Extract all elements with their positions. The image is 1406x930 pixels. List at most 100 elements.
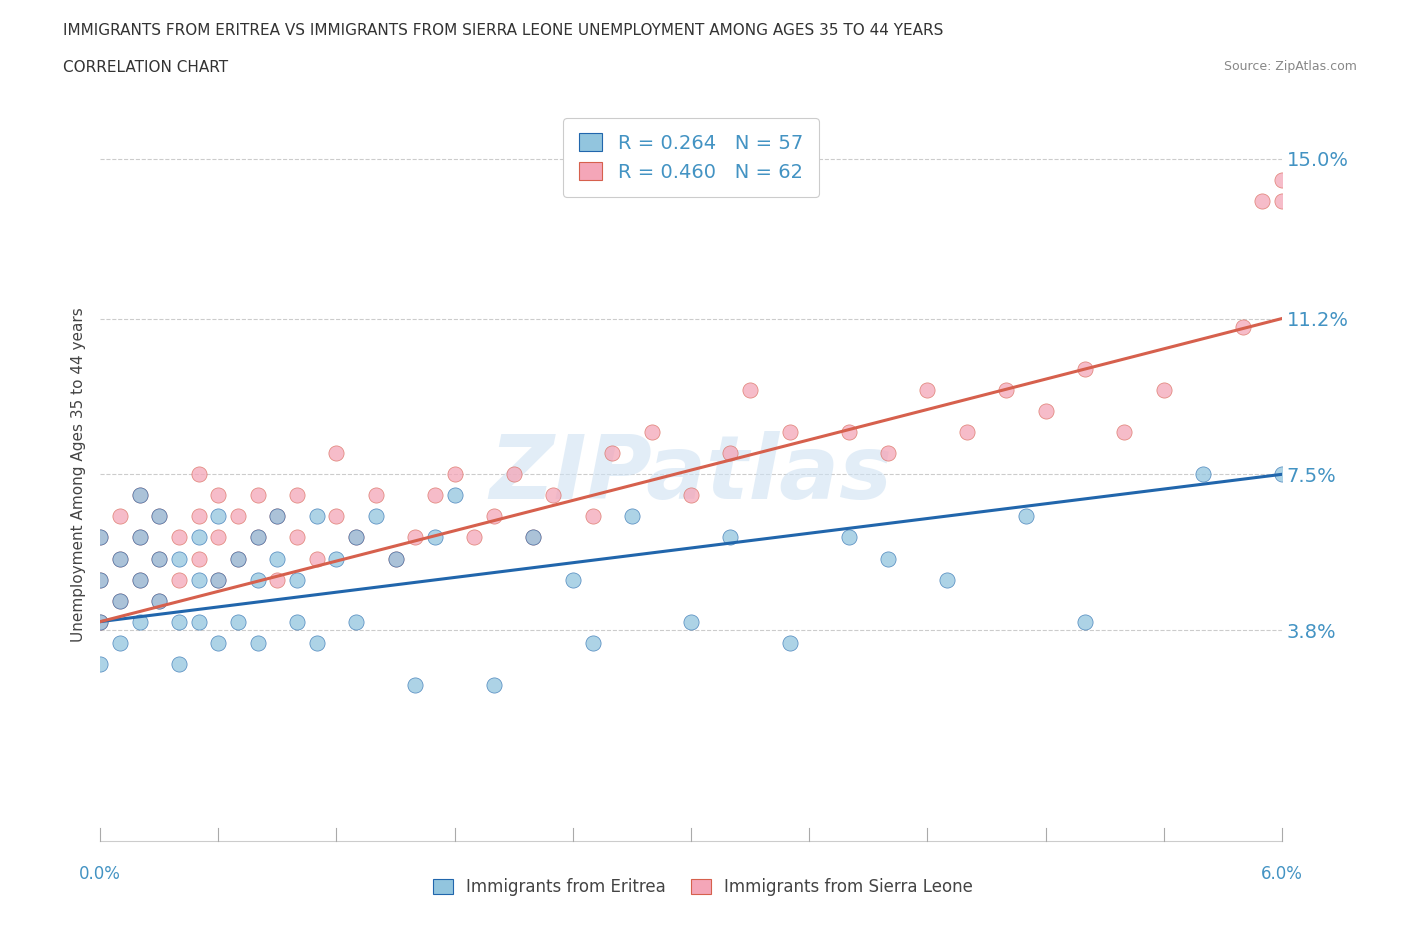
- Point: [167, 530, 190, 545]
- Y-axis label: Unemployment Among Ages 35 to 44 years: Unemployment Among Ages 35 to 44 years: [72, 307, 86, 642]
- Point: [226, 509, 249, 524]
- Point: [404, 530, 426, 545]
- Point: [720, 530, 742, 545]
- Point: [89, 657, 111, 671]
- Point: [128, 530, 150, 545]
- Point: [226, 614, 249, 629]
- Point: [364, 488, 387, 503]
- Point: [167, 657, 190, 671]
- Point: [285, 614, 308, 629]
- Point: [148, 551, 170, 566]
- Point: [581, 509, 603, 524]
- Point: [128, 488, 150, 503]
- Point: [167, 614, 190, 629]
- Point: [305, 509, 328, 524]
- Point: [581, 635, 603, 650]
- Point: [1114, 425, 1136, 440]
- Point: [482, 677, 505, 692]
- Point: [128, 572, 150, 587]
- Point: [522, 530, 544, 545]
- Text: 6.0%: 6.0%: [1261, 865, 1303, 883]
- Point: [561, 572, 583, 587]
- Point: [266, 509, 288, 524]
- Text: IMMIGRANTS FROM ERITREA VS IMMIGRANTS FROM SIERRA LEONE UNEMPLOYMENT AMONG AGES : IMMIGRANTS FROM ERITREA VS IMMIGRANTS FR…: [63, 23, 943, 38]
- Point: [344, 614, 367, 629]
- Point: [344, 530, 367, 545]
- Point: [108, 551, 131, 566]
- Point: [541, 488, 564, 503]
- Text: ZIPatlas: ZIPatlas: [489, 431, 893, 518]
- Point: [325, 445, 347, 460]
- Text: Source: ZipAtlas.com: Source: ZipAtlas.com: [1223, 60, 1357, 73]
- Point: [207, 572, 229, 587]
- Point: [1074, 362, 1097, 377]
- Point: [522, 530, 544, 545]
- Point: [148, 593, 170, 608]
- Point: [246, 530, 269, 545]
- Point: [443, 488, 465, 503]
- Point: [285, 572, 308, 587]
- Point: [740, 382, 762, 397]
- Point: [187, 530, 209, 545]
- Point: [679, 614, 702, 629]
- Point: [89, 572, 111, 587]
- Text: CORRELATION CHART: CORRELATION CHART: [63, 60, 228, 75]
- Point: [463, 530, 485, 545]
- Point: [1035, 404, 1057, 418]
- Point: [207, 530, 229, 545]
- Point: [443, 467, 465, 482]
- Point: [1015, 509, 1038, 524]
- Point: [502, 467, 524, 482]
- Point: [600, 445, 623, 460]
- Point: [423, 488, 446, 503]
- Point: [679, 488, 702, 503]
- Point: [167, 551, 190, 566]
- Point: [226, 551, 249, 566]
- Point: [1271, 172, 1294, 187]
- Point: [108, 509, 131, 524]
- Point: [1074, 614, 1097, 629]
- Point: [956, 425, 979, 440]
- Point: [1153, 382, 1175, 397]
- Point: [482, 509, 505, 524]
- Point: [838, 530, 860, 545]
- Point: [423, 530, 446, 545]
- Point: [89, 530, 111, 545]
- Point: [384, 551, 406, 566]
- Point: [995, 382, 1018, 397]
- Point: [246, 530, 269, 545]
- Legend: Immigrants from Eritrea, Immigrants from Sierra Leone: Immigrants from Eritrea, Immigrants from…: [426, 871, 980, 903]
- Point: [89, 614, 111, 629]
- Point: [266, 509, 288, 524]
- Point: [246, 635, 269, 650]
- Point: [148, 509, 170, 524]
- Point: [305, 551, 328, 566]
- Point: [285, 530, 308, 545]
- Point: [325, 509, 347, 524]
- Point: [89, 572, 111, 587]
- Point: [128, 614, 150, 629]
- Point: [187, 509, 209, 524]
- Point: [779, 425, 801, 440]
- Point: [89, 614, 111, 629]
- Point: [620, 509, 643, 524]
- Point: [167, 572, 190, 587]
- Point: [246, 572, 269, 587]
- Point: [1192, 467, 1215, 482]
- Point: [384, 551, 406, 566]
- Point: [148, 551, 170, 566]
- Point: [720, 445, 742, 460]
- Point: [404, 677, 426, 692]
- Point: [187, 551, 209, 566]
- Point: [779, 635, 801, 650]
- Point: [305, 635, 328, 650]
- Point: [266, 551, 288, 566]
- Point: [266, 572, 288, 587]
- Point: [128, 488, 150, 503]
- Point: [148, 509, 170, 524]
- Point: [89, 530, 111, 545]
- Legend: R = 0.264   N = 57, R = 0.460   N = 62: R = 0.264 N = 57, R = 0.460 N = 62: [564, 118, 818, 197]
- Point: [344, 530, 367, 545]
- Point: [877, 551, 900, 566]
- Point: [1271, 193, 1294, 208]
